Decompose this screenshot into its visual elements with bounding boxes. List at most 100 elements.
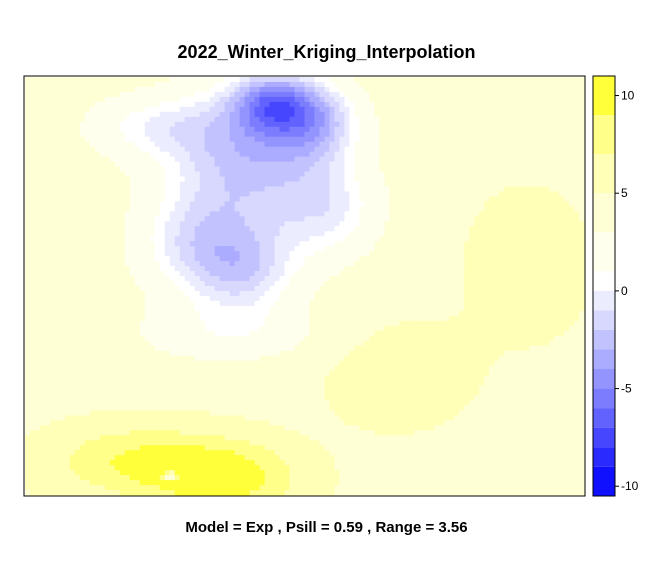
heatmap-cell	[354, 271, 360, 277]
heatmap-cell	[514, 241, 520, 247]
heatmap-cell	[109, 176, 116, 183]
heatmap-cell	[34, 86, 41, 93]
heatmap-cell	[304, 226, 311, 232]
heatmap-cell	[474, 111, 480, 118]
heatmap-cell	[569, 161, 575, 168]
heatmap-cell	[179, 101, 186, 108]
heatmap-cell	[29, 206, 36, 212]
heatmap-cell	[564, 276, 570, 282]
heatmap-cell	[59, 196, 66, 203]
heatmap-cell	[424, 77, 430, 83]
heatmap-cell	[84, 241, 91, 247]
heatmap-cell	[25, 261, 31, 267]
heatmap-cell	[519, 77, 525, 83]
heatmap-cell	[469, 131, 475, 138]
heatmap-cell	[579, 106, 585, 113]
heatmap-cell	[379, 271, 385, 277]
heatmap-cell	[164, 151, 171, 158]
heatmap-cell	[324, 101, 331, 108]
heatmap-cell	[229, 191, 236, 198]
heatmap-cell	[279, 271, 286, 277]
heatmap-cell	[524, 77, 530, 83]
heatmap-cell	[294, 295, 301, 302]
heatmap-cell	[54, 146, 61, 153]
heatmap-cell	[409, 136, 415, 143]
heatmap-cell	[384, 101, 390, 108]
heatmap-cell	[129, 251, 136, 257]
heatmap-cell	[459, 196, 465, 203]
heatmap-cell	[464, 236, 470, 242]
heatmap-cell	[314, 295, 321, 302]
heatmap-cell	[499, 126, 505, 133]
heatmap-cell	[429, 77, 435, 83]
heatmap-cell	[509, 161, 515, 168]
heatmap-cell	[74, 221, 81, 227]
heatmap-cell	[374, 206, 380, 212]
heatmap-cell	[479, 156, 485, 163]
heatmap-cell	[114, 266, 121, 272]
heatmap-cell	[269, 106, 276, 113]
heatmap-cell	[439, 216, 445, 222]
heatmap-cell	[309, 81, 316, 88]
heatmap-cell	[229, 151, 236, 158]
heatmap-cell	[449, 221, 455, 227]
heatmap-cell	[279, 146, 286, 153]
heatmap-cell	[274, 166, 281, 173]
heatmap-cell	[554, 131, 560, 138]
heatmap-cell	[499, 241, 505, 247]
heatmap-cell	[264, 276, 271, 282]
heatmap-cell	[359, 261, 365, 267]
heatmap-cell	[324, 181, 331, 188]
heatmap-cell	[244, 77, 251, 83]
heatmap-cell	[554, 290, 560, 297]
heatmap-cell	[444, 141, 450, 148]
heatmap-cell	[534, 221, 540, 227]
heatmap-cell	[264, 136, 271, 143]
heatmap-cell	[199, 116, 206, 123]
heatmap-cell	[469, 106, 475, 113]
heatmap-cell	[269, 216, 276, 222]
heatmap-cell	[334, 286, 341, 292]
heatmap-cell	[574, 276, 580, 282]
heatmap-cell	[564, 256, 570, 262]
heatmap-cell	[214, 111, 221, 118]
heatmap-cell	[479, 91, 485, 98]
heatmap-cell	[49, 141, 56, 148]
heatmap-cell	[59, 290, 66, 297]
heatmap-cell	[364, 166, 370, 173]
heatmap-cell	[359, 246, 365, 252]
heatmap-cell	[424, 231, 430, 237]
heatmap-cell	[79, 96, 86, 103]
heatmap-cell	[89, 216, 96, 222]
heatmap-cell	[104, 271, 111, 277]
heatmap-cell	[479, 77, 485, 83]
heatmap-cell	[269, 91, 276, 98]
heatmap-cell	[424, 86, 430, 93]
heatmap-cell	[324, 106, 331, 113]
heatmap-cell	[64, 126, 71, 133]
heatmap-cell	[569, 141, 575, 148]
heatmap-cell	[334, 216, 341, 222]
heatmap-cell	[504, 231, 510, 237]
heatmap-cell	[184, 101, 191, 108]
heatmap-cell	[234, 251, 241, 257]
heatmap-cell	[84, 181, 91, 188]
heatmap-cell	[534, 271, 540, 277]
heatmap-cell	[44, 236, 51, 242]
heatmap-cell	[259, 121, 266, 128]
heatmap-cell	[249, 96, 256, 103]
heatmap-cell	[544, 161, 550, 168]
heatmap-cell	[64, 261, 71, 267]
heatmap-cell	[194, 181, 201, 188]
heatmap-cell	[239, 151, 246, 158]
heatmap-cell	[194, 276, 201, 282]
heatmap-cell	[29, 131, 36, 138]
heatmap-cell	[99, 151, 106, 158]
heatmap-cell	[449, 81, 455, 88]
heatmap-cell	[404, 251, 410, 257]
heatmap-cell	[264, 281, 271, 287]
heatmap-cell	[89, 146, 96, 153]
heatmap-cell	[404, 276, 410, 282]
heatmap-cell	[439, 241, 445, 247]
heatmap-cell	[314, 141, 321, 148]
